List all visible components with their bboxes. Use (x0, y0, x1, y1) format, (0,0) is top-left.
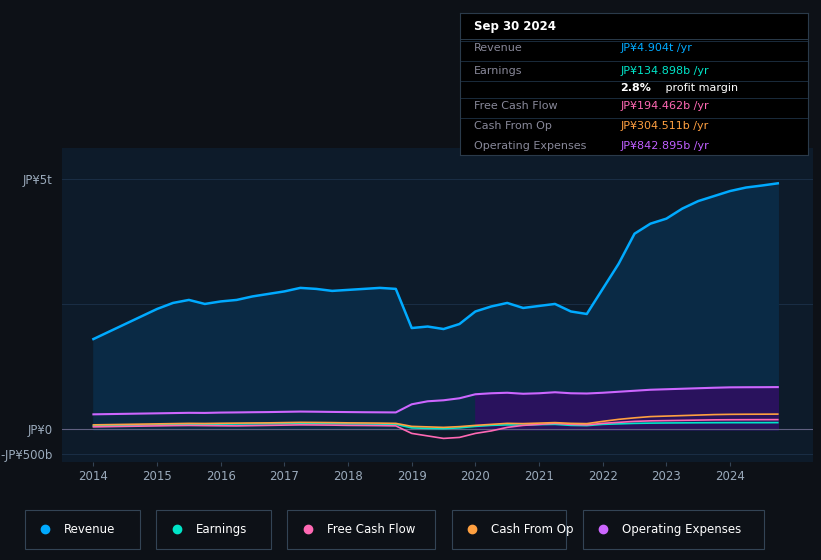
Text: Earnings: Earnings (195, 522, 247, 536)
Text: Revenue: Revenue (64, 522, 116, 536)
Text: JP¥4.904t /yr: JP¥4.904t /yr (620, 43, 692, 53)
Text: 2.8%: 2.8% (620, 82, 651, 92)
Text: Cash From Op: Cash From Op (474, 121, 552, 131)
Text: Revenue: Revenue (474, 43, 523, 53)
Text: JP¥842.895b /yr: JP¥842.895b /yr (620, 141, 709, 151)
Text: Operating Expenses: Operating Expenses (622, 522, 741, 536)
Text: Operating Expenses: Operating Expenses (474, 141, 586, 151)
Text: JP¥194.462b /yr: JP¥194.462b /yr (620, 101, 709, 111)
Text: Earnings: Earnings (474, 66, 522, 76)
Text: JP¥304.511b /yr: JP¥304.511b /yr (620, 121, 709, 131)
Text: Sep 30 2024: Sep 30 2024 (474, 20, 556, 33)
Text: JP¥134.898b /yr: JP¥134.898b /yr (620, 66, 709, 76)
Text: Free Cash Flow: Free Cash Flow (474, 101, 557, 111)
Text: Cash From Op: Cash From Op (491, 522, 573, 536)
Text: Free Cash Flow: Free Cash Flow (327, 522, 415, 536)
Text: profit margin: profit margin (662, 82, 738, 92)
